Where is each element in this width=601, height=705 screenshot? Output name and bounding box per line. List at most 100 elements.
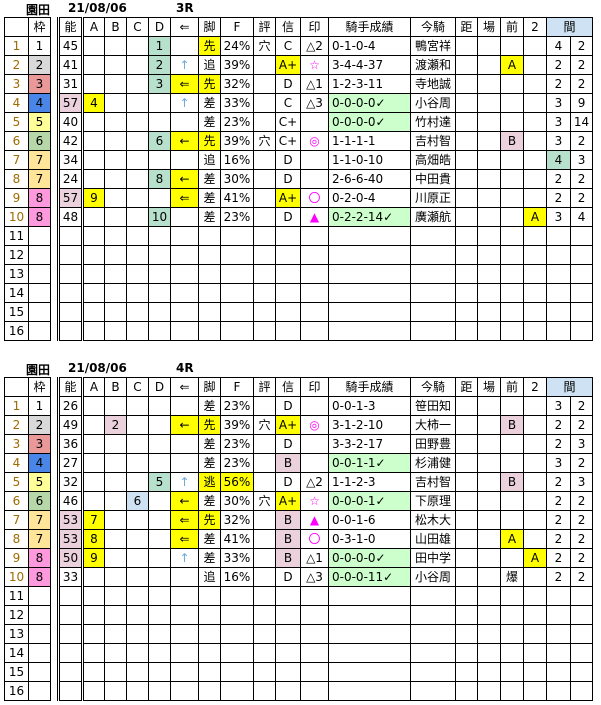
col-d-cell[interactable]: 3 [148, 74, 171, 94]
waku-cell[interactable] [28, 643, 51, 663]
col-c-cell[interactable] [126, 396, 149, 416]
mark-cell[interactable]: 〇 [300, 529, 329, 549]
ba-cell[interactable] [477, 245, 501, 265]
ba-cell[interactable] [477, 188, 501, 208]
ba-cell[interactable] [477, 150, 501, 170]
col-c-cell[interactable] [126, 55, 149, 75]
shin-cell[interactable]: B [275, 510, 301, 530]
waku-cell[interactable] [28, 605, 51, 625]
kyori-cell[interactable] [455, 586, 478, 606]
kan-1-cell[interactable]: 2 [546, 55, 571, 75]
kyori-cell[interactable] [455, 112, 478, 132]
hyo-cell[interactable] [253, 453, 276, 473]
col-b-cell[interactable] [104, 131, 127, 151]
noh-cell[interactable]: 34 [57, 150, 84, 170]
kyaku-cell[interactable] [198, 662, 221, 682]
jockey-record-cell[interactable] [328, 643, 411, 663]
shin-cell[interactable] [275, 643, 301, 663]
kan-1-cell[interactable]: 4 [546, 150, 571, 170]
hyo-cell[interactable] [253, 264, 276, 284]
col-a-cell[interactable] [82, 150, 105, 170]
col-c-cell[interactable] [126, 264, 149, 284]
waku-cell[interactable] [28, 321, 51, 341]
col-a-cell[interactable]: 4 [82, 93, 105, 113]
kyaku-cell[interactable]: 差 [198, 188, 221, 208]
col-d-cell[interactable] [148, 283, 171, 303]
arrow-cell[interactable]: ⇐ [170, 74, 199, 94]
shin-cell[interactable] [275, 302, 301, 322]
jockey-cell[interactable]: 寺地誠 [410, 74, 456, 94]
shin-cell[interactable]: C+ [275, 112, 301, 132]
hyo-cell[interactable] [253, 643, 276, 663]
col-a-cell[interactable] [82, 302, 105, 322]
mae-cell[interactable] [500, 434, 524, 454]
mae-cell[interactable] [500, 283, 524, 303]
shin-cell[interactable] [275, 321, 301, 341]
kyori-cell[interactable] [455, 415, 478, 435]
hyo-cell[interactable] [253, 472, 276, 492]
ba-cell[interactable] [477, 264, 501, 284]
col-c-cell[interactable] [126, 131, 149, 151]
noh-cell[interactable]: 41 [57, 55, 84, 75]
col-d-cell[interactable] [148, 264, 171, 284]
col-b-cell[interactable] [104, 510, 127, 530]
kan-2-cell[interactable] [569, 624, 594, 644]
kyaku-cell[interactable] [198, 605, 221, 625]
arrow-cell[interactable] [170, 36, 199, 56]
hyo-cell[interactable] [253, 681, 276, 701]
kan-1-cell[interactable]: 2 [546, 434, 571, 454]
col-c-cell[interactable] [126, 226, 149, 246]
row-number-cell[interactable]: 7 [4, 150, 29, 170]
mark-cell[interactable]: △1 [300, 74, 329, 94]
noh-cell[interactable] [57, 283, 84, 303]
waku-cell[interactable] [28, 662, 51, 682]
col-2-cell[interactable] [523, 605, 547, 625]
kyaku-cell[interactable] [198, 321, 221, 341]
row-number-cell[interactable]: 13 [4, 624, 29, 644]
shin-cell[interactable]: D [275, 472, 301, 492]
kan-1-cell[interactable]: 4 [546, 36, 571, 56]
noh-cell[interactable]: 45 [57, 36, 84, 56]
noh-cell[interactable]: 36 [57, 434, 84, 454]
col-d-cell[interactable]: 1 [148, 36, 171, 56]
f-rate-cell[interactable]: 30% [220, 169, 254, 189]
kyori-cell[interactable] [455, 396, 478, 416]
col-2-cell[interactable] [523, 302, 547, 322]
kan-1-cell[interactable] [546, 245, 571, 265]
col-c-cell[interactable] [126, 643, 149, 663]
col-2-cell[interactable] [523, 93, 547, 113]
col-d-cell[interactable] [148, 586, 171, 606]
mae-cell[interactable] [500, 643, 524, 663]
f-rate-cell[interactable] [220, 643, 254, 663]
ba-cell[interactable] [477, 567, 501, 587]
kan-2-cell[interactable] [569, 264, 594, 284]
col-c-cell[interactable] [126, 302, 149, 322]
col-c-cell[interactable] [126, 434, 149, 454]
col-b-cell[interactable] [104, 396, 127, 416]
ba-cell[interactable] [477, 434, 501, 454]
row-number-cell[interactable]: 15 [4, 662, 29, 682]
waku-cell[interactable] [28, 245, 51, 265]
noh-cell[interactable]: 49 [57, 415, 84, 435]
kyaku-cell[interactable]: 先 [198, 131, 221, 151]
noh-cell[interactable]: 31 [57, 74, 84, 94]
shin-cell[interactable] [275, 586, 301, 606]
kyori-cell[interactable] [455, 188, 478, 208]
kyori-cell[interactable] [455, 567, 478, 587]
mae-cell[interactable] [500, 74, 524, 94]
kan-2-cell[interactable]: 2 [569, 415, 594, 435]
noh-cell[interactable] [57, 662, 84, 682]
noh-cell[interactable]: 33 [57, 567, 84, 587]
col-b-cell[interactable] [104, 472, 127, 492]
mae-cell[interactable]: A [500, 55, 524, 75]
col-c-cell[interactable] [126, 453, 149, 473]
col-2-cell[interactable] [523, 510, 547, 530]
col-d-cell[interactable] [148, 150, 171, 170]
f-rate-cell[interactable]: 33% [220, 548, 254, 568]
jockey-cell[interactable]: 笹田知 [410, 396, 456, 416]
col-2-cell[interactable] [523, 586, 547, 606]
kan-1-cell[interactable]: 3 [546, 131, 571, 151]
arrow-cell[interactable]: ← [170, 491, 199, 511]
col-c-cell[interactable]: 6 [126, 491, 149, 511]
kyaku-cell[interactable] [198, 264, 221, 284]
